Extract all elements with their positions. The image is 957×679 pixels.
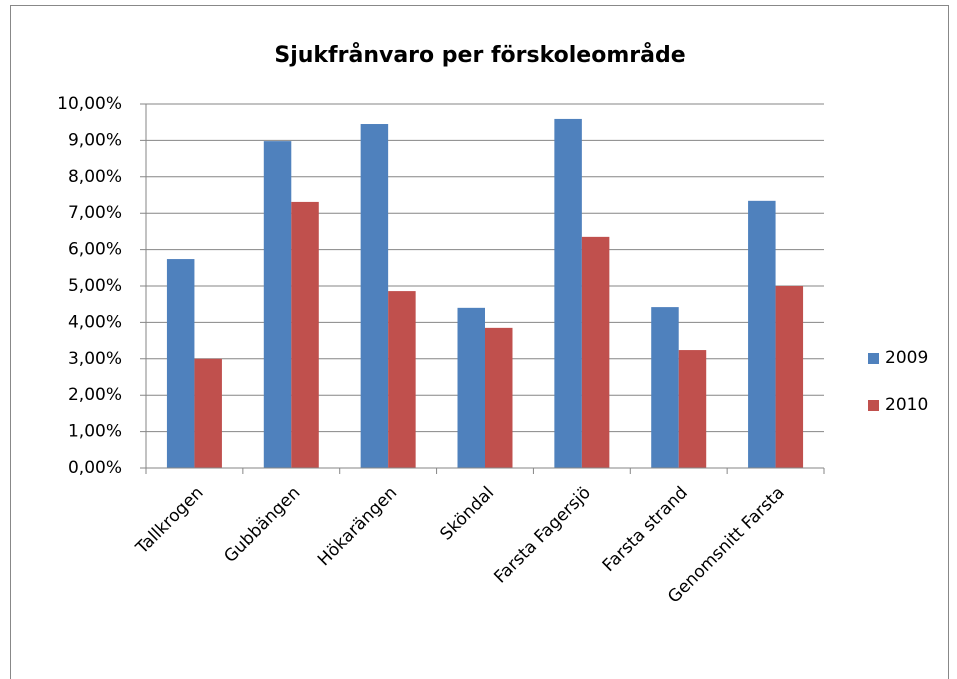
y-tick-label: 2,00%	[68, 385, 122, 405]
bar	[388, 291, 416, 468]
y-tick-label: 10,00%	[57, 94, 122, 114]
bar	[678, 350, 707, 468]
bar	[194, 358, 222, 468]
y-tick-label: 6,00%	[68, 240, 122, 260]
y-tick-label: 4,00%	[68, 312, 122, 332]
bar	[360, 124, 389, 469]
bar	[166, 259, 195, 468]
bar	[291, 201, 319, 468]
y-tick-label: 9,00%	[68, 130, 122, 150]
y-tick-label: 7,00%	[68, 203, 122, 223]
y-tick-label: 3,00%	[68, 349, 122, 369]
chart-title: Sjukfrånvaro per förskoleområde	[274, 42, 685, 68]
bar	[775, 286, 804, 468]
legend-label: 2010	[885, 395, 928, 415]
bar	[457, 307, 485, 468]
legend-label: 2009	[885, 348, 928, 368]
legend-swatch	[868, 353, 879, 364]
bar	[263, 141, 292, 469]
bar	[554, 118, 582, 468]
y-tick-label: 5,00%	[68, 276, 122, 296]
legend-swatch	[868, 400, 879, 411]
bar	[581, 236, 610, 468]
bar	[485, 327, 513, 468]
y-tick-label: 0,00%	[68, 458, 122, 478]
bar	[748, 200, 776, 468]
bar	[651, 307, 679, 468]
y-tick-label: 1,00%	[68, 422, 122, 442]
y-tick-label: 8,00%	[68, 167, 122, 187]
